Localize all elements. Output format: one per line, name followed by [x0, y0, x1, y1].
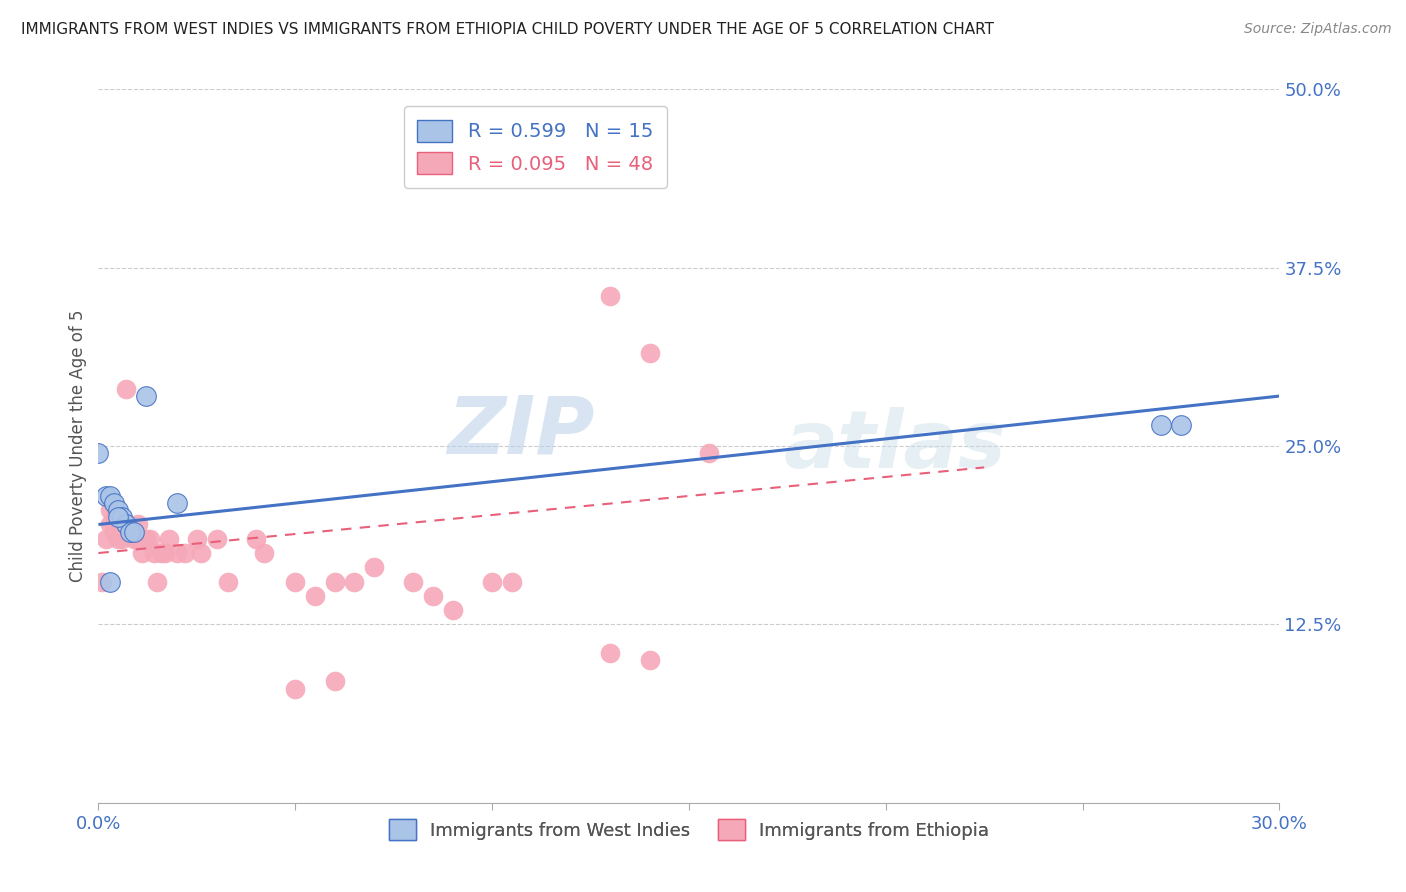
- Point: [638, 346, 661, 360]
- Point: [217, 574, 239, 589]
- Point: [166, 496, 188, 510]
- Point: [107, 517, 129, 532]
- Point: [402, 574, 425, 589]
- Y-axis label: Child Poverty Under the Age of 5: Child Poverty Under the Age of 5: [69, 310, 87, 582]
- Point: [190, 546, 212, 560]
- Point: [115, 517, 138, 532]
- Point: [186, 532, 208, 546]
- Point: [441, 603, 464, 617]
- Point: [107, 532, 129, 546]
- Point: [91, 574, 114, 589]
- Point: [323, 574, 346, 589]
- Text: ZIP: ZIP: [447, 392, 595, 471]
- Point: [363, 560, 385, 574]
- Point: [174, 546, 197, 560]
- Point: [205, 532, 228, 546]
- Point: [135, 389, 157, 403]
- Point: [87, 446, 110, 460]
- Point: [115, 382, 138, 396]
- Point: [155, 546, 177, 560]
- Point: [142, 546, 165, 560]
- Point: [638, 653, 661, 667]
- Point: [166, 546, 188, 560]
- Point: [599, 646, 621, 660]
- Point: [103, 524, 125, 539]
- Point: [98, 503, 121, 517]
- Point: [135, 532, 157, 546]
- Point: [118, 524, 141, 539]
- Point: [157, 532, 180, 546]
- Point: [122, 524, 145, 539]
- Point: [284, 681, 307, 696]
- Point: [304, 589, 326, 603]
- Point: [697, 446, 720, 460]
- Point: [103, 510, 125, 524]
- Point: [118, 524, 141, 539]
- Point: [122, 532, 145, 546]
- Point: [501, 574, 523, 589]
- Point: [1150, 417, 1173, 432]
- Point: [146, 574, 169, 589]
- Point: [253, 546, 276, 560]
- Point: [599, 289, 621, 303]
- Point: [343, 574, 366, 589]
- Point: [245, 532, 267, 546]
- Point: [107, 510, 129, 524]
- Point: [96, 532, 118, 546]
- Point: [103, 496, 125, 510]
- Text: atlas: atlas: [783, 407, 1007, 485]
- Point: [131, 546, 153, 560]
- Point: [98, 574, 121, 589]
- Point: [422, 589, 444, 603]
- Point: [111, 532, 134, 546]
- Point: [96, 489, 118, 503]
- Point: [127, 532, 149, 546]
- Point: [1170, 417, 1192, 432]
- Text: Source: ZipAtlas.com: Source: ZipAtlas.com: [1244, 22, 1392, 37]
- Point: [481, 574, 503, 589]
- Legend: Immigrants from West Indies, Immigrants from Ethiopia: Immigrants from West Indies, Immigrants …: [381, 812, 997, 847]
- Point: [98, 489, 121, 503]
- Point: [150, 546, 173, 560]
- Point: [98, 517, 121, 532]
- Point: [323, 674, 346, 689]
- Point: [138, 532, 160, 546]
- Point: [284, 574, 307, 589]
- Point: [111, 510, 134, 524]
- Point: [107, 503, 129, 517]
- Text: IMMIGRANTS FROM WEST INDIES VS IMMIGRANTS FROM ETHIOPIA CHILD POVERTY UNDER THE : IMMIGRANTS FROM WEST INDIES VS IMMIGRANT…: [21, 22, 994, 37]
- Point: [127, 517, 149, 532]
- Point: [115, 517, 138, 532]
